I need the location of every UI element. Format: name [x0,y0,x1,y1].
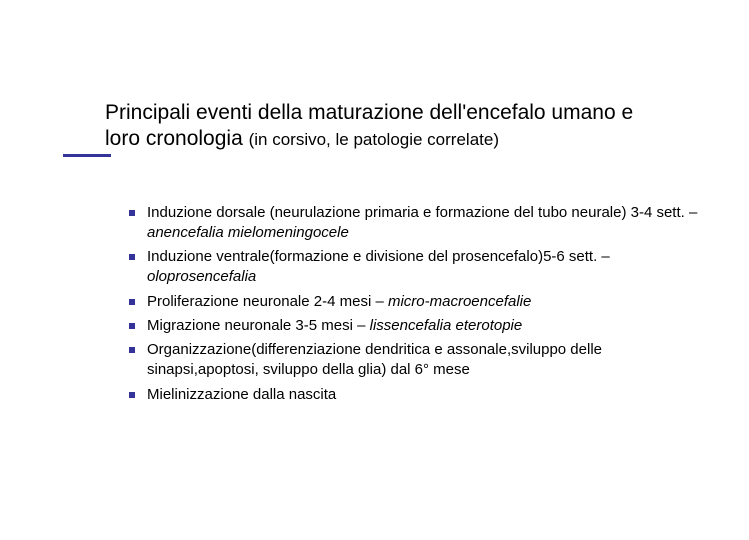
bullet-text: Induzione ventrale(formazione e division… [147,248,610,265]
bullet-list: Induzione dorsale (neurulazione primaria… [105,203,699,405]
list-item: Induzione dorsale (neurulazione primaria… [129,203,699,244]
bullet-italic: lissencefalia eterotopie [370,317,523,334]
title-line1: Principali eventi della maturazione dell… [105,101,633,124]
list-item: Organizzazione(differenziazione dendriti… [129,340,699,381]
list-item: Induzione ventrale(formazione e division… [129,247,699,288]
bullet-italic: anencefalia mielomeningocele [147,224,349,241]
slide-title: Principali eventi della maturazione dell… [105,100,699,153]
bullet-text: Mielinizzazione dalla nascita [147,386,336,403]
slide-content: Principali eventi della maturazione dell… [0,0,749,449]
bullet-text: Proliferazione neuronale 2-4 mesi – [147,293,388,310]
list-item: Proliferazione neuronale 2-4 mesi – micr… [129,292,699,312]
bullet-text: Migrazione neuronale 3-5 mesi – [147,317,370,334]
bullet-text: Organizzazione(differenziazione dendriti… [147,341,602,378]
bullet-italic: oloprosencefalia [147,268,256,285]
bullet-italic: micro-macroencefalie [388,293,531,310]
title-block: Principali eventi della maturazione dell… [105,100,699,153]
bullet-text: Induzione dorsale (neurulazione primaria… [147,204,697,221]
title-accent-bar [63,154,111,157]
title-line2-prefix: loro cronologia [105,127,249,150]
title-subtitle: (in corsivo, le patologie correlate) [249,130,499,149]
list-item: Mielinizzazione dalla nascita [129,385,699,405]
list-item: Migrazione neuronale 3-5 mesi – lissence… [129,316,699,336]
